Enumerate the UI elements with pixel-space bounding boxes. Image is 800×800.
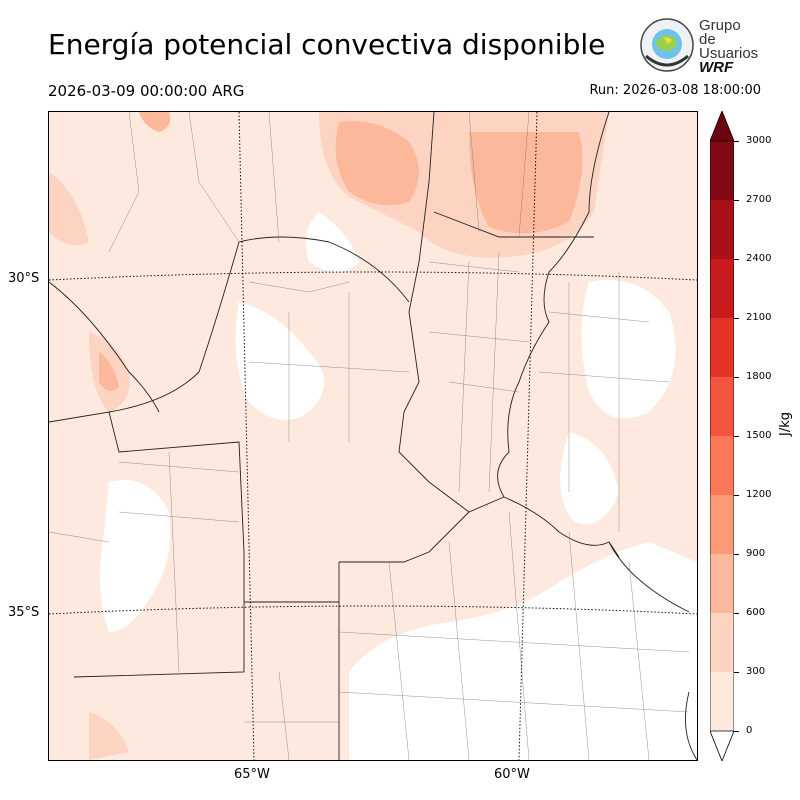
- colorbar: [709, 109, 735, 763]
- colorbar-graphic: [709, 109, 735, 763]
- cape-zero-west: [100, 480, 171, 632]
- colorbar-bin: [710, 377, 734, 436]
- colorbar-tick-mark: [734, 318, 739, 319]
- lat-30: [48, 271, 698, 281]
- colorbar-tick-label: 2400: [746, 253, 772, 264]
- colorbar-tick-mark: [734, 259, 739, 260]
- colorbar-tick-mark: [734, 200, 739, 201]
- colorbar-tick-label: 1200: [746, 489, 772, 500]
- globe-icon: [640, 18, 694, 72]
- colorbar-bin: [710, 259, 734, 318]
- colorbar-tick-label: 900: [746, 548, 766, 559]
- colorbar-tick-label: 3000: [746, 135, 772, 146]
- colorbar-tick-mark: [734, 554, 739, 555]
- wrf-logo: Grupo de Usuarios WRF: [638, 16, 758, 76]
- logo-line1: Grupo de: [699, 17, 741, 48]
- colorbar-tick-mark: [734, 436, 739, 437]
- colorbar-tick-label: 2100: [746, 312, 772, 323]
- colorbar-tick-mark: [734, 672, 739, 673]
- lat-label-30s: 30°S: [8, 271, 40, 286]
- colorbar-tick-mark: [734, 495, 739, 496]
- graticule: [48, 111, 698, 761]
- colorbar-bin: [710, 436, 734, 495]
- colorbar-bin: [710, 554, 734, 613]
- colorbar-bin: [710, 200, 734, 259]
- colorbar-tick-label: 0: [746, 725, 753, 736]
- lon-60: [518, 111, 538, 761]
- lon-label-65w: 65°W: [234, 767, 270, 782]
- colorbar-tick-mark: [734, 731, 739, 732]
- colorbar-bin: [710, 613, 734, 672]
- colorbar-tick-mark: [734, 613, 739, 614]
- cape-field-300-sw: [89, 712, 129, 760]
- colorbar-tick-mark: [734, 141, 739, 142]
- cape-field-600-ne: [469, 132, 583, 234]
- cape-field-300-nw: [49, 172, 89, 246]
- cape-zero-north: [305, 212, 359, 272]
- lon-65: [238, 111, 255, 761]
- colorbar-tick-label: 1800: [746, 371, 772, 382]
- colorbar-tick-mark: [734, 377, 739, 378]
- colorbar-extend-max: [709, 109, 735, 142]
- province-boundaries: [48, 111, 698, 761]
- lat-35: [48, 605, 698, 615]
- cape-zero-southeast: [349, 542, 697, 760]
- logo-line3: WRF: [699, 59, 734, 76]
- cape-zero-central: [235, 302, 324, 420]
- run-time: Run: 2026-03-08 18:00:00: [589, 83, 761, 98]
- logo-line2: Usuarios: [699, 45, 759, 62]
- cape-field-600-top: [139, 112, 171, 132]
- department-boundaries: [48, 111, 690, 761]
- colorbar-bin: [710, 141, 734, 200]
- colorbar-extend-min: [709, 730, 735, 763]
- map-title: Energía potencial convectiva disponible: [48, 28, 606, 61]
- cape-field-600-west: [99, 352, 119, 391]
- colorbar-bin: [710, 318, 734, 377]
- colorbar-bin: [710, 495, 734, 554]
- colorbar-tick-label: 2700: [746, 194, 772, 205]
- colorbar-tick-label: 1500: [746, 430, 772, 441]
- lon-label-60w: 60°W: [494, 767, 530, 782]
- colorbar-tick-label: 300: [746, 666, 766, 677]
- cape-map: [48, 111, 698, 761]
- cape-zero-mesopotamia: [560, 432, 619, 524]
- valid-time: 2026-03-09 00:00:00 ARG: [48, 82, 245, 100]
- lat-label-35s: 35°S: [8, 605, 40, 620]
- cape-field-600-north: [335, 121, 419, 206]
- map-canvas: [48, 111, 698, 761]
- colorbar-bin: [710, 672, 734, 731]
- colorbar-unit: J/kg: [778, 412, 793, 436]
- colorbar-tick-label: 600: [746, 607, 766, 618]
- cape-zero-east: [581, 280, 676, 419]
